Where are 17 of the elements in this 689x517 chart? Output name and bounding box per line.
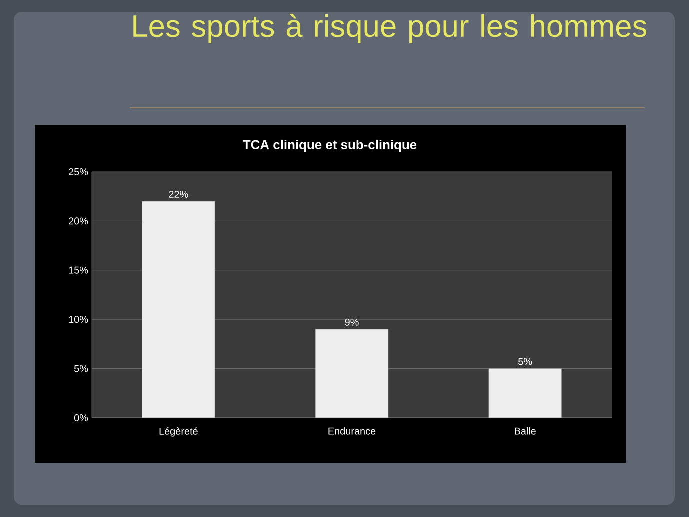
chart-title: Les sports à risque pour les hommes [134,14,647,44]
y-tick-label: 20% [69,218,88,225]
x-tick-label: Endurance [328,428,376,435]
bar [488,368,562,418]
y-tick-label: 0% [74,414,88,422]
y-tick-label: 5% [74,365,88,372]
data-label: 9% [345,318,359,326]
y-tick-label: 25% [69,168,88,176]
y-tick-label: 15% [69,266,88,274]
data-label: 22% [169,190,188,198]
x-tick-label: Balle [515,428,536,435]
y-tick-label: 10% [69,316,88,324]
data-label: 5% [518,358,532,366]
x-tick-label: Légèreté [160,428,198,437]
chart-subtitle: TCA clinique et sub-clinique [243,140,417,152]
bar [142,201,216,418]
bar [315,329,389,418]
